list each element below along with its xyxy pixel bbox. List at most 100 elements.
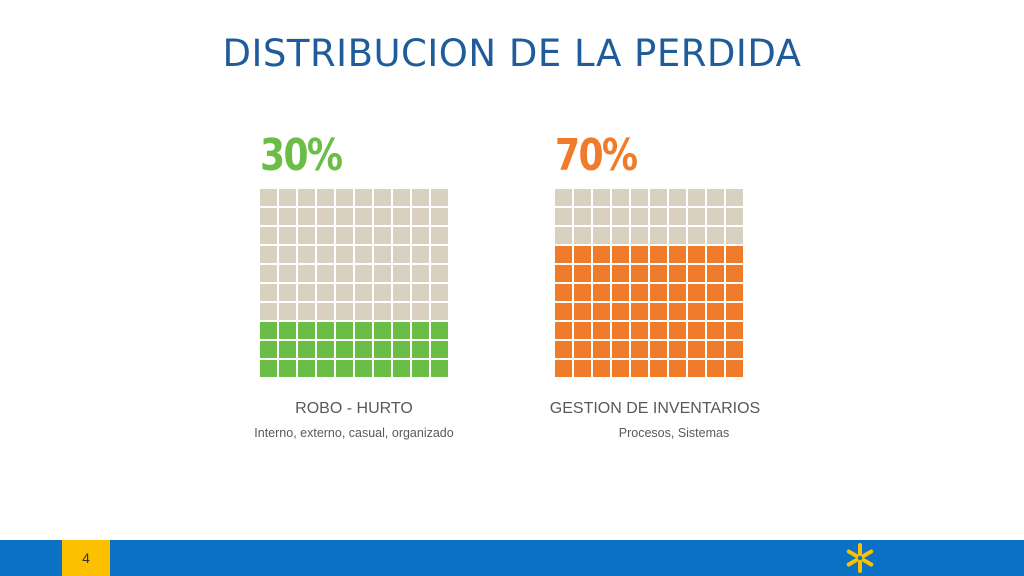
waffle-cell-filled [707, 322, 724, 339]
waffle-cell-filled [688, 284, 705, 301]
waffle-cell-filled [612, 360, 629, 377]
waffle-cell-filled [669, 341, 686, 358]
waffle-cell-empty [317, 246, 334, 263]
waffle-cell-empty [336, 265, 353, 282]
category-label-gestion: GESTION DE INVENTARIOS [549, 400, 761, 417]
waffle-cell-empty [726, 227, 743, 244]
waffle-cell-filled [612, 265, 629, 282]
waffle-cell-filled [593, 303, 610, 320]
waffle-cell-empty [260, 284, 277, 301]
waffle-cell-empty [412, 189, 429, 206]
waffle-cell-filled [669, 265, 686, 282]
waffle-cell-empty [555, 227, 572, 244]
waffle-cell-filled [612, 303, 629, 320]
waffle-cell-filled [688, 360, 705, 377]
waffle-cell-empty [279, 208, 296, 225]
waffle-cell-filled [593, 246, 610, 263]
waffle-cell-filled [279, 322, 296, 339]
waffle-cell-empty [355, 189, 372, 206]
waffle-cell-empty [412, 208, 429, 225]
waffle-cell-filled [650, 284, 667, 301]
waffle-cell-empty [355, 303, 372, 320]
waffle-cell-filled [726, 303, 743, 320]
waffle-cell-empty [374, 303, 391, 320]
waffle-cell-empty [393, 284, 410, 301]
waffle-cell-empty [412, 284, 429, 301]
percent-label-gestion: 70% [555, 130, 638, 181]
waffle-cell-filled [688, 341, 705, 358]
waffle-cell-empty [669, 189, 686, 206]
waffle-cell-filled [669, 246, 686, 263]
waffle-cell-empty [336, 189, 353, 206]
waffle-cell-filled [688, 322, 705, 339]
waffle-cell-empty [412, 303, 429, 320]
waffle-cell-filled [555, 246, 572, 263]
waffle-cell-filled [374, 322, 391, 339]
waffle-cell-filled [631, 284, 648, 301]
waffle-cell-filled [631, 322, 648, 339]
waffle-cell-filled [336, 341, 353, 358]
waffle-cell-filled [279, 360, 296, 377]
waffle-cell-empty [412, 265, 429, 282]
waffle-cell-filled [688, 265, 705, 282]
waffle-cell-empty [374, 227, 391, 244]
waffle-cell-empty [374, 284, 391, 301]
waffle-cell-empty [593, 189, 610, 206]
spark-ray [846, 549, 859, 558]
waffle-cell-filled [317, 322, 334, 339]
waffle-cell-filled [631, 265, 648, 282]
waffle-cell-empty [669, 227, 686, 244]
waffle-cell-empty [355, 284, 372, 301]
waffle-cell-filled [355, 341, 372, 358]
waffle-cell-empty [431, 246, 448, 263]
waffle-cell-filled [631, 303, 648, 320]
waffle-cell-empty [260, 208, 277, 225]
page-number-box: 4 [62, 540, 110, 576]
waffle-cell-filled [707, 303, 724, 320]
waffle-cell-empty [260, 227, 277, 244]
waffle-cell-filled [355, 322, 372, 339]
waffle-cell-empty [393, 265, 410, 282]
waffle-cell-empty [612, 189, 629, 206]
waffle-cell-empty [279, 246, 296, 263]
waffle-cell-filled [650, 246, 667, 263]
waffle-cell-filled [260, 322, 277, 339]
waffle-cell-empty [298, 284, 315, 301]
waffle-cell-empty [650, 208, 667, 225]
slide-title: DISTRIBUCION DE LA PERDIDA [222, 32, 802, 75]
waffle-cell-filled [555, 265, 572, 282]
waffle-cell-filled [612, 322, 629, 339]
waffle-cell-empty [260, 303, 277, 320]
waffle-cell-empty [260, 189, 277, 206]
waffle-cell-filled [631, 246, 648, 263]
waffle-cell-empty [688, 208, 705, 225]
waffle-cell-filled [593, 341, 610, 358]
waffle-cell-filled [707, 360, 724, 377]
waffle-cell-empty [707, 208, 724, 225]
waffle-cell-filled [393, 322, 410, 339]
waffle-cell-empty [393, 189, 410, 206]
waffle-cell-empty [574, 227, 591, 244]
waffle-cell-filled [412, 360, 429, 377]
waffle-cell-filled [726, 341, 743, 358]
waffle-cell-empty [593, 227, 610, 244]
waffle-cell-empty [298, 208, 315, 225]
waffle-cell-empty [317, 303, 334, 320]
waffle-cell-filled [374, 360, 391, 377]
waffle-cell-filled [574, 265, 591, 282]
waffle-cell-filled [336, 322, 353, 339]
waffle-cell-filled [612, 284, 629, 301]
waffle-cell-empty [707, 227, 724, 244]
category-sublabel-robo: Interno, externo, casual, organizado [254, 426, 454, 440]
waffle-cell-empty [393, 227, 410, 244]
waffle-cell-filled [574, 303, 591, 320]
waffle-cell-empty [431, 208, 448, 225]
waffle-cell-filled [593, 265, 610, 282]
waffle-cell-empty [298, 246, 315, 263]
waffle-cell-filled [593, 284, 610, 301]
waffle-cell-filled [574, 284, 591, 301]
waffle-cell-empty [612, 227, 629, 244]
waffle-cell-filled [431, 360, 448, 377]
waffle-cell-filled [612, 341, 629, 358]
waffle-cell-filled [650, 303, 667, 320]
